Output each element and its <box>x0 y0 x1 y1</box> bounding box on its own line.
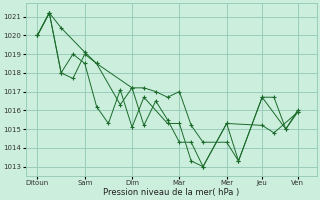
X-axis label: Pression niveau de la mer( hPa ): Pression niveau de la mer( hPa ) <box>103 188 239 197</box>
